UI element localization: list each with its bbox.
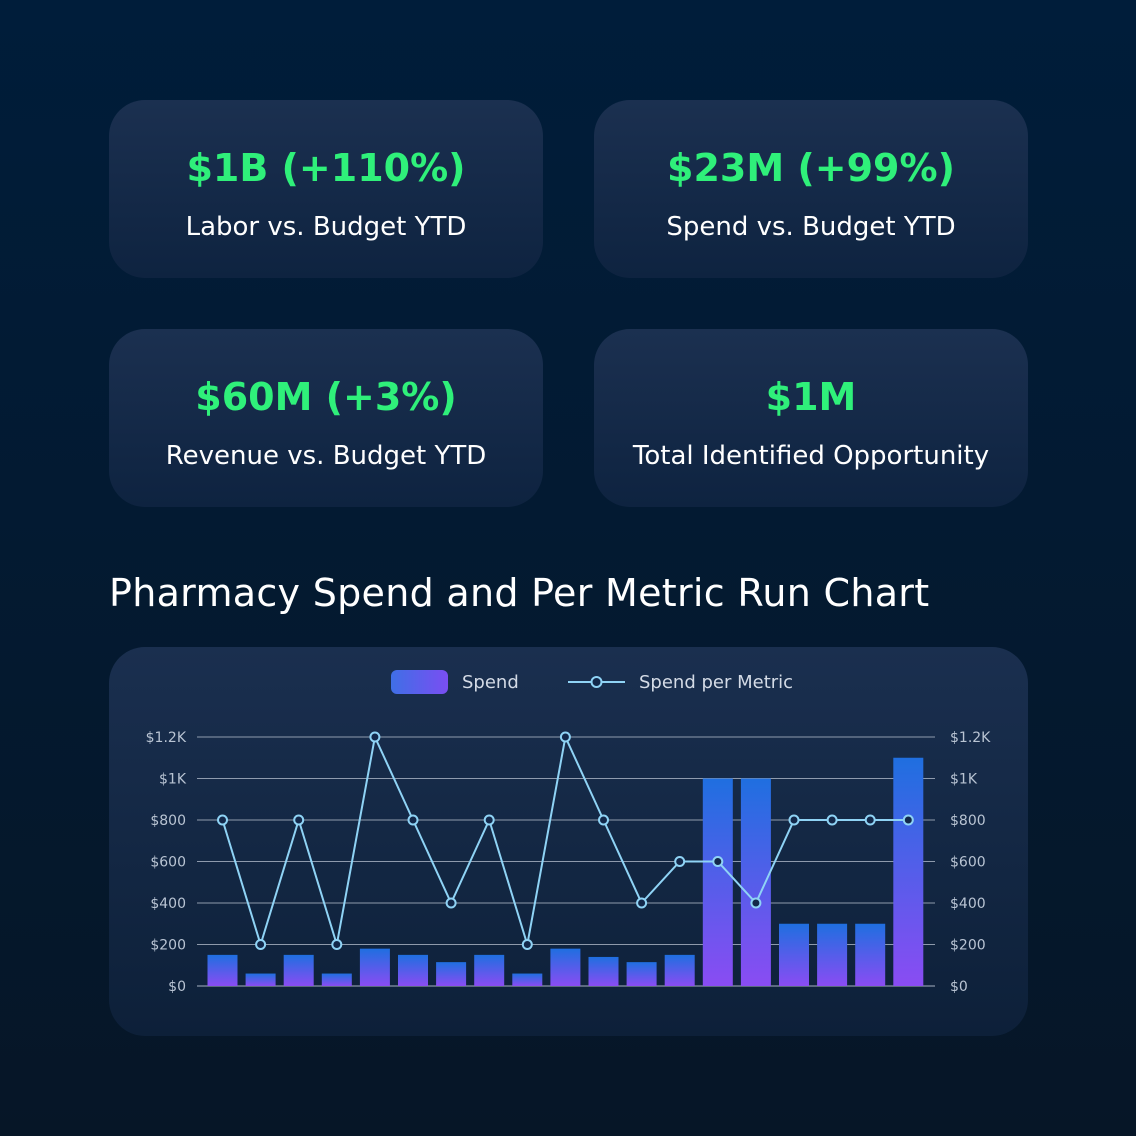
- kpi-value: $1M: [765, 375, 857, 419]
- kpi-label: Spend vs. Budget YTD: [666, 212, 956, 242]
- legend-item-spend[interactable]: Spend: [391, 669, 519, 695]
- kpi-value: $60M (+3%): [195, 375, 457, 419]
- legend-label: Spend per Metric: [639, 671, 794, 693]
- kpi-card-labor: $1B (+110%) Labor vs. Budget YTD: [109, 100, 543, 278]
- chart-card: [109, 647, 1028, 1036]
- kpi-label: Total Identified Opportunity: [632, 441, 990, 471]
- legend-line-marker-icon: [568, 676, 625, 688]
- kpi-label: Revenue vs. Budget YTD: [165, 441, 487, 471]
- chart-title: Pharmacy Spend and Per Metric Run Chart: [109, 571, 930, 615]
- kpi-value: $23M (+99%): [667, 146, 955, 190]
- legend-swatch-bar-icon: [391, 670, 448, 694]
- kpi-label: Labor vs. Budget YTD: [185, 212, 467, 242]
- legend-label: Spend: [462, 671, 519, 693]
- kpi-card-opportunity: $1M Total Identified Opportunity: [594, 329, 1028, 507]
- kpi-value: $1B (+110%): [186, 146, 466, 190]
- legend-item-spend-per-metric[interactable]: Spend per Metric: [568, 669, 793, 695]
- kpi-card-spend: $23M (+99%) Spend vs. Budget YTD: [594, 100, 1028, 278]
- kpi-card-revenue: $60M (+3%) Revenue vs. Budget YTD: [109, 329, 543, 507]
